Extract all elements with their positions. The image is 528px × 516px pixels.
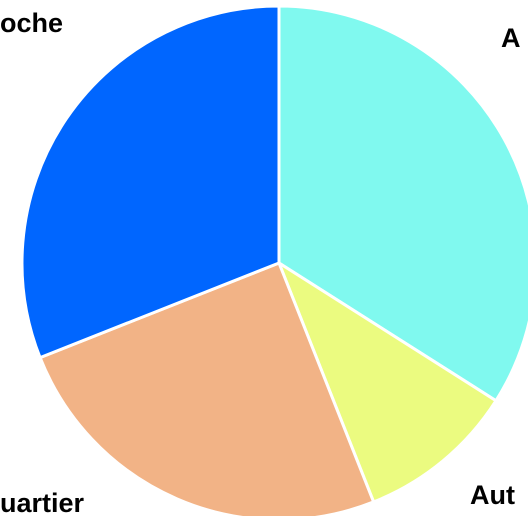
slice-label: A — [501, 23, 521, 53]
slice-label: Aut — [470, 480, 515, 510]
pie-slice — [20, 4, 281, 360]
slice-label: uartier — [0, 488, 85, 516]
slice-label: oche — [0, 8, 63, 38]
pie-slice — [277, 261, 498, 504]
